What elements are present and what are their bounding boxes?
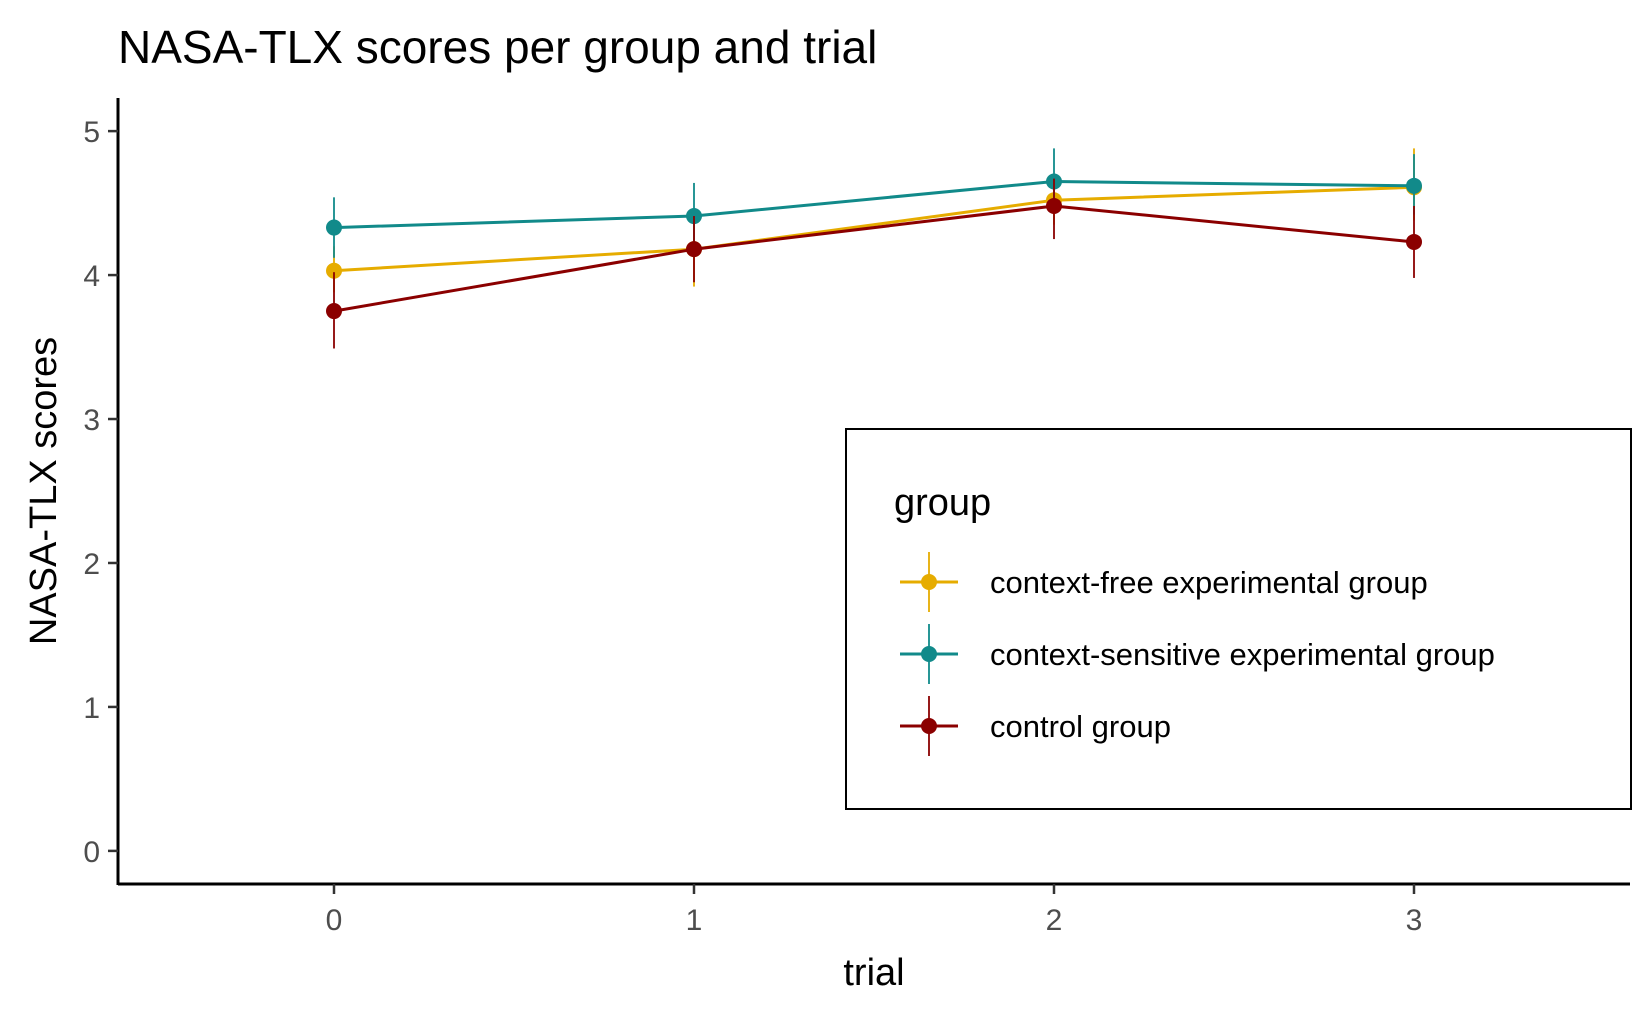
y-axis-title: NASA-TLX scores — [23, 337, 65, 645]
series-line — [333, 204, 1415, 313]
y-tick-label: 2 — [83, 548, 100, 581]
legend-box — [845, 428, 1632, 810]
y-tick-label: 4 — [83, 260, 100, 293]
series-1 — [326, 148, 1422, 258]
legend-label: context-sensitive experimental group — [990, 637, 1495, 672]
series-line — [333, 185, 1415, 273]
series-0 — [326, 148, 1422, 293]
x-tick-label: 0 — [326, 904, 343, 937]
legend-item: context-free experimental group — [900, 552, 1428, 612]
x-tick-label: 3 — [1406, 904, 1423, 937]
legend-key-point — [921, 646, 937, 662]
legend-key-point — [921, 718, 937, 734]
series-2 — [326, 178, 1422, 349]
y-ticks: 0 1 2 3 4 5 — [83, 116, 118, 869]
y-tick-label: 1 — [83, 692, 100, 725]
legend-title: group — [894, 482, 991, 524]
legend-item: context-sensitive experimental group — [900, 624, 1495, 684]
data-point — [1046, 197, 1062, 214]
data-point — [1406, 233, 1422, 250]
x-tick-label: 2 — [1046, 904, 1063, 937]
data-point — [326, 262, 342, 279]
x-axis-title: trial — [843, 952, 904, 994]
series-line — [333, 179, 1415, 230]
legend-items: context-free experimental group context-s… — [900, 552, 1495, 756]
series-layer — [326, 148, 1422, 349]
y-tick-label: 5 — [83, 116, 100, 149]
x-tick-label: 1 — [686, 904, 703, 937]
legend-key-point — [921, 574, 937, 590]
y-tick-label: 3 — [83, 404, 100, 437]
data-point — [1406, 177, 1422, 194]
data-point — [326, 219, 342, 236]
y-tick-label: 0 — [83, 836, 100, 869]
data-point — [326, 303, 342, 320]
plot-area: 0 1 2 3 4 5 0 1 2 3 — [83, 98, 1630, 937]
chart-title: NASA-TLX scores per group and trial — [118, 21, 877, 73]
legend: group context-free experimental groupcon… — [845, 428, 1632, 810]
legend-item: control group — [900, 696, 1171, 756]
legend-label: context-free experimental group — [990, 565, 1428, 600]
x-ticks: 0 1 2 3 — [326, 884, 1423, 937]
data-point — [686, 241, 702, 258]
legend-label: control group — [990, 709, 1171, 744]
